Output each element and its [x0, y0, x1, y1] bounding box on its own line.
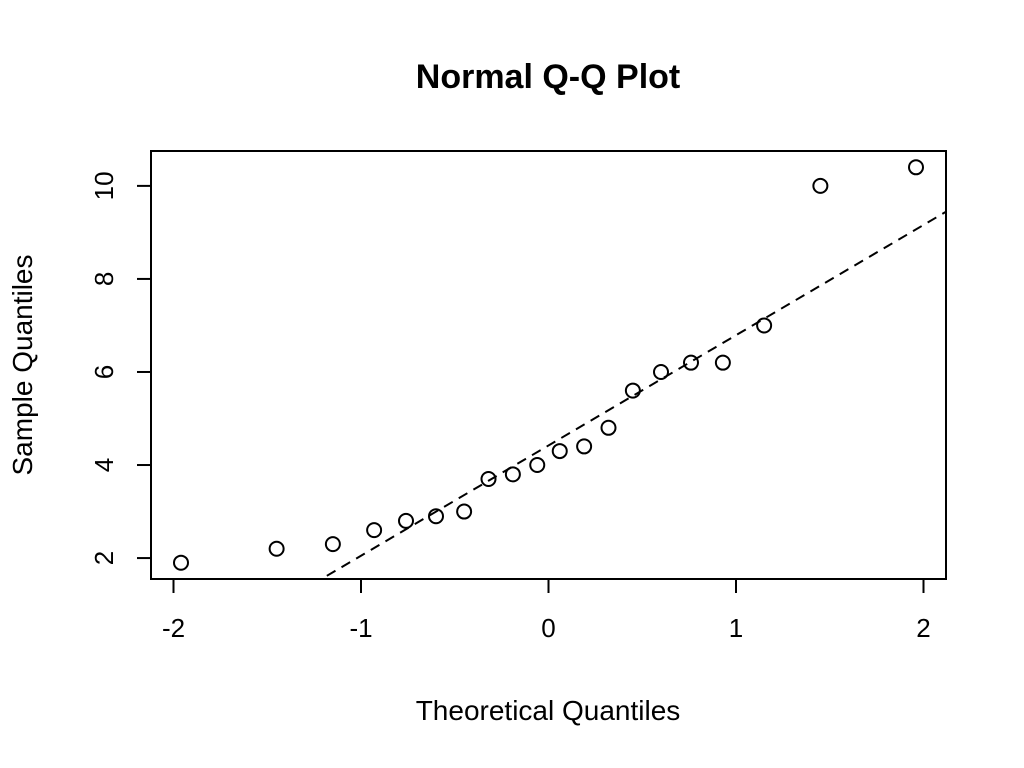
data-point [480, 470, 497, 487]
data-point [398, 512, 414, 529]
data-point [551, 443, 568, 460]
data-point [714, 354, 731, 371]
data-point [653, 363, 669, 380]
data-point [428, 508, 444, 525]
x-tick-label: 2 [916, 613, 930, 643]
x-tick-label: -1 [349, 613, 372, 643]
y-tick-label: 4 [89, 458, 119, 472]
x-tick-label: 0 [541, 613, 555, 643]
data-point [529, 457, 546, 474]
data-point [683, 354, 699, 371]
data-point [756, 317, 773, 334]
data-point [366, 522, 383, 539]
data-point [624, 382, 641, 399]
plot-frame [150, 150, 947, 580]
y-tick-label: 6 [89, 365, 119, 379]
data-point [576, 438, 593, 455]
x-axis-label: Theoretical Quantiles [416, 695, 681, 726]
data-point [812, 177, 829, 194]
y-axis: 2 4 6 8 10 [89, 171, 152, 565]
data-point [908, 159, 924, 176]
reference-line-group [319, 210, 946, 579]
data-points [173, 159, 924, 571]
reference-line [319, 210, 946, 579]
x-tick-label: 1 [729, 613, 743, 643]
data-point [268, 540, 285, 557]
x-tick-label: -2 [162, 613, 185, 643]
data-point [504, 466, 521, 483]
data-point [600, 419, 617, 436]
x-axis: -2 -1 0 1 2 [162, 578, 931, 643]
y-tick-label: 10 [89, 171, 119, 200]
chart-title: Normal Q-Q Plot [416, 58, 680, 96]
data-point [173, 554, 189, 571]
y-tick-label: 8 [89, 272, 119, 286]
data-point [456, 503, 473, 520]
y-tick-label: 2 [89, 551, 119, 565]
y-axis-label: Sample Quantiles [7, 254, 38, 475]
data-point [324, 536, 341, 553]
